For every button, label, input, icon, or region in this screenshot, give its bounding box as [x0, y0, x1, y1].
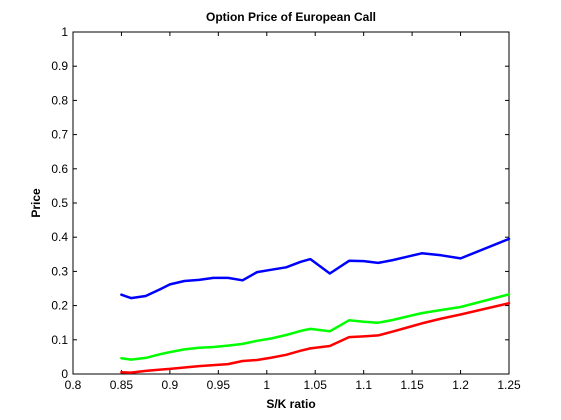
x-axis-title: S/K ratio [266, 397, 315, 411]
x-tick-label: 1.2 [452, 378, 469, 392]
y-tick-label: 0.2 [51, 299, 68, 313]
x-axis: 0.8 0.85 0.9 0.95 1 1.05 1.1 1.15 1.2 1.25 [65, 32, 521, 392]
y-tick-label: 0.5 [51, 196, 68, 210]
series-line-1 [120, 237, 511, 300]
y-tick-label: 0.8 [51, 93, 68, 107]
y-tick-label: 0.4 [51, 230, 68, 244]
y-tick-label: 0.9 [51, 59, 68, 73]
y-tick-label: 1 [61, 25, 68, 39]
series-line-2 [120, 293, 511, 361]
x-tick-label: 1.25 [497, 378, 521, 392]
x-tick-label: 0.8 [65, 378, 82, 392]
series-layer [120, 237, 511, 374]
y-axis-title: Price [29, 188, 43, 218]
x-tick-label: 1.1 [355, 378, 372, 392]
y-tick-label: 0.3 [51, 264, 68, 278]
x-tick-label: 1.05 [304, 378, 328, 392]
x-tick-label: 1 [263, 378, 270, 392]
x-tick-label: 1.15 [400, 378, 424, 392]
plot-area: 0.8 0.85 0.9 0.95 1 1.05 1.1 1.15 1.2 1.25 00.10.… [51, 25, 521, 392]
x-tick-label: 0.85 [110, 378, 134, 392]
y-tick-label: 0.1 [51, 333, 68, 347]
y-tick-label: 0.6 [51, 162, 68, 176]
x-tick-label: 0.9 [162, 378, 179, 392]
x-tick-label: 0.95 [207, 378, 231, 392]
y-tick-label: 0.7 [51, 128, 68, 142]
series-line-3 [120, 301, 511, 374]
y-tick-label: 0 [61, 367, 68, 381]
chart-title: Option Price of European Call [206, 10, 376, 24]
y-axis: 0 0.1 0.2 0.3 0.4 0.5 0.6 0.7 0.8 0.9 1 [51, 25, 509, 381]
